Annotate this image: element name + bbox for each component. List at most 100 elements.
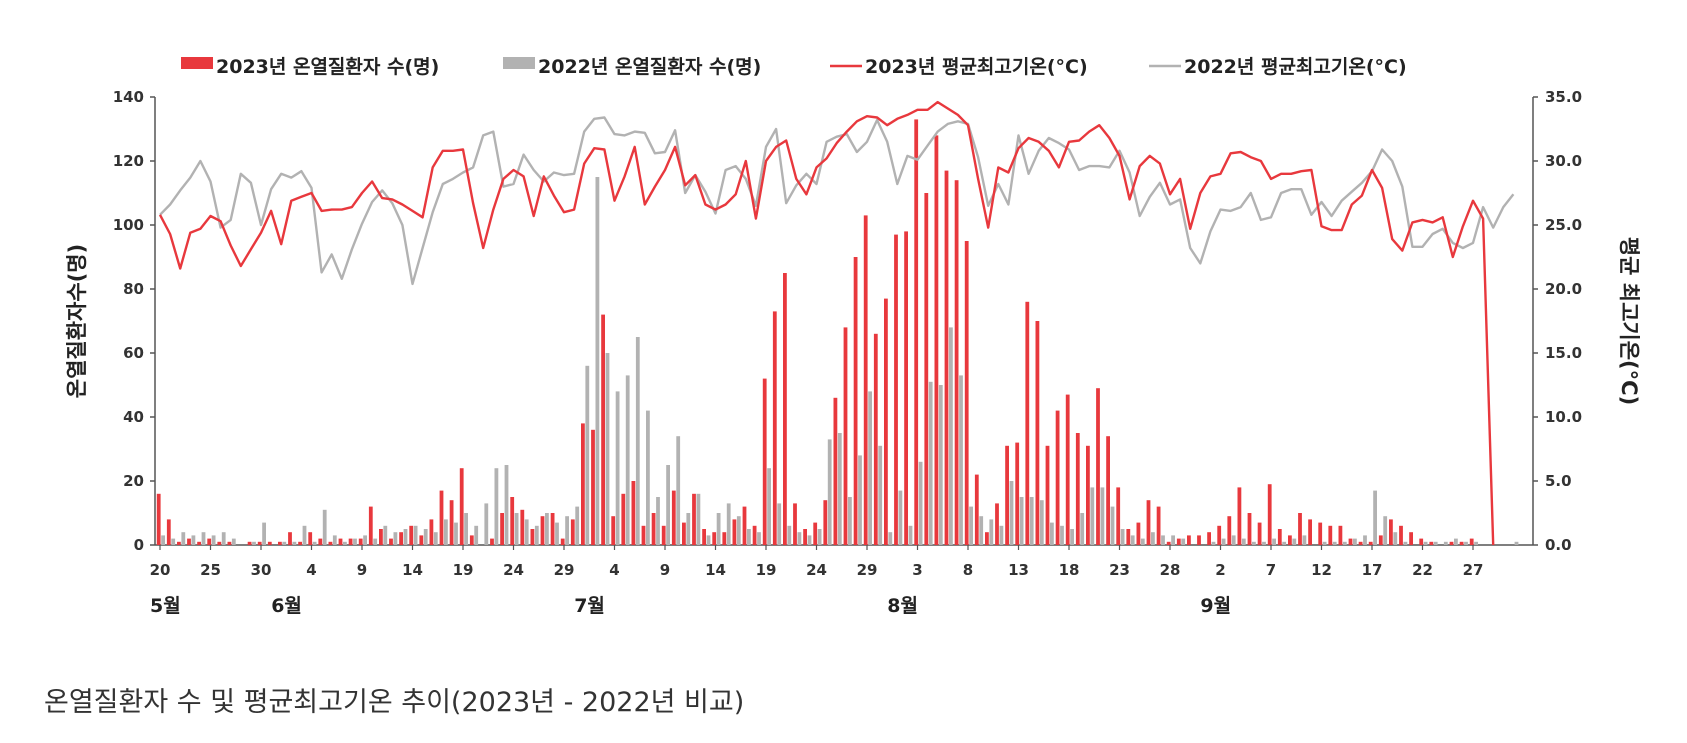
- y-right-tick-label: 5.0: [1545, 472, 1572, 490]
- bar-2022: [171, 538, 176, 545]
- bar-2023: [591, 429, 595, 545]
- bar-2022: [817, 529, 822, 545]
- bar-2023: [884, 298, 888, 545]
- bar-2022: [1120, 529, 1125, 545]
- bar-2022: [848, 497, 852, 545]
- bar-2022: [827, 439, 832, 545]
- x-tick-label: 9: [357, 561, 367, 579]
- bar-2022: [928, 381, 933, 545]
- bar-2023: [328, 541, 333, 545]
- bar-2022: [565, 516, 569, 545]
- bar-2023: [641, 525, 646, 545]
- bar-2022: [474, 525, 479, 545]
- bar-2022: [1009, 481, 1014, 545]
- bar-2023: [1166, 541, 1171, 545]
- bar-2022: [888, 532, 893, 545]
- bar-2022: [514, 513, 519, 545]
- line-2022: [159, 116, 1515, 286]
- bar-2022: [1403, 541, 1408, 545]
- x-tick-label: 4: [306, 561, 316, 579]
- bar-2023: [1338, 525, 1343, 545]
- bar-2022: [1029, 497, 1034, 545]
- bar-2023: [692, 493, 696, 545]
- bar-2023: [1096, 388, 1100, 545]
- bar-2022: [615, 391, 620, 545]
- legend-swatch: [181, 57, 213, 69]
- bar-2023: [298, 541, 302, 545]
- bar-2022: [1454, 538, 1458, 545]
- bar-2023: [1389, 519, 1393, 545]
- legend-swatch: [503, 57, 535, 69]
- bar-2023: [1247, 513, 1252, 545]
- bar-2023: [187, 538, 191, 545]
- bar-2022: [797, 532, 802, 545]
- y-axis-right: 0.0 5.0 10.0 15.0 20.0 25.0 30.0 35.0 평균 최고기온(°C…: [1533, 88, 1641, 554]
- bar-2023: [459, 468, 464, 545]
- bar-2023: [278, 541, 282, 545]
- bar-2023: [873, 333, 878, 545]
- bar-2022: [1363, 535, 1367, 545]
- y-right-tick-label: 30.0: [1545, 152, 1582, 170]
- bar-2023: [742, 506, 747, 545]
- bar-2022: [1302, 535, 1307, 545]
- bar-2022: [1110, 506, 1115, 545]
- bar-2023: [732, 519, 737, 545]
- bar-2023: [1146, 500, 1151, 545]
- bar-2022: [575, 506, 580, 545]
- x-tick-label: 29: [554, 561, 575, 579]
- bar-2022: [494, 468, 499, 545]
- bar-2023: [863, 215, 868, 545]
- bar-2023: [1227, 516, 1232, 545]
- bar-2023: [803, 529, 807, 545]
- bar-2022: [555, 522, 559, 545]
- bar-2023: [1308, 519, 1312, 545]
- bar-2023: [833, 397, 838, 545]
- bar-2023: [227, 541, 232, 545]
- bars-2023: [156, 119, 1474, 546]
- bar-2022: [433, 532, 438, 545]
- x-tick-label: 30: [251, 561, 272, 579]
- bar-2023: [1086, 445, 1090, 545]
- bar-2023: [1409, 532, 1413, 545]
- bar-2022: [676, 436, 681, 545]
- bar-2022: [908, 525, 913, 545]
- bar-2022: [484, 503, 489, 545]
- bar-2022: [1171, 535, 1175, 545]
- bar-2022: [767, 468, 771, 545]
- line-2023-temperature: [158, 100, 1495, 546]
- month-label: 7월: [574, 595, 605, 617]
- bar-2022: [959, 375, 963, 545]
- bar-2023: [772, 311, 777, 545]
- bar-2023: [1025, 301, 1030, 545]
- y-left-tick-label: 100: [113, 216, 144, 234]
- bar-2022: [585, 365, 590, 545]
- bar-2022: [1353, 538, 1357, 545]
- bar-2022: [918, 461, 923, 545]
- bar-2023: [550, 513, 555, 545]
- bar-2023: [1469, 538, 1474, 545]
- bar-2023: [1288, 535, 1292, 545]
- bar-2023: [1065, 394, 1070, 545]
- bar-2023: [449, 500, 454, 545]
- bar-2022: [1070, 529, 1074, 545]
- bar-2023: [530, 529, 535, 545]
- x-tick-label: 14: [705, 561, 726, 579]
- bar-2023: [257, 541, 262, 545]
- bar-2023: [348, 538, 353, 545]
- month-label: 8월: [887, 595, 918, 617]
- y-left-tick-label: 60: [123, 344, 144, 362]
- bar-2022: [1342, 541, 1347, 545]
- bar-2023: [924, 193, 929, 545]
- bar-2023: [570, 519, 575, 545]
- x-tick-label: 2: [1215, 561, 1225, 579]
- bar-2023: [762, 378, 767, 545]
- bar-2022: [646, 410, 650, 545]
- bar-2022: [302, 525, 307, 545]
- bar-2023: [752, 525, 757, 545]
- bar-2022: [363, 535, 367, 545]
- bar-2022: [292, 541, 297, 545]
- bar-2023: [944, 170, 949, 545]
- bar-2022: [262, 522, 266, 545]
- bar-2022: [1514, 541, 1519, 545]
